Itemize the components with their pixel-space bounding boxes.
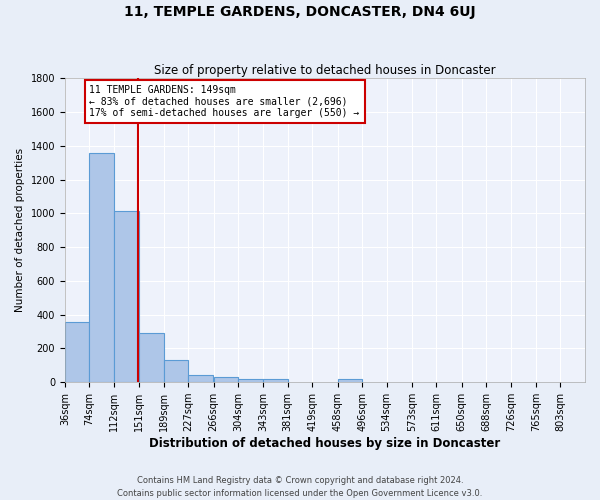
Bar	[238, 378, 263, 382]
Text: 11 TEMPLE GARDENS: 149sqm
← 83% of detached houses are smaller (2,696)
17% of se: 11 TEMPLE GARDENS: 149sqm ← 83% of detac…	[89, 85, 360, 118]
Bar	[188, 376, 213, 382]
Text: Contains HM Land Registry data © Crown copyright and database right 2024.
Contai: Contains HM Land Registry data © Crown c…	[118, 476, 482, 498]
Bar	[263, 379, 288, 382]
Bar	[139, 334, 164, 382]
Bar	[114, 212, 139, 382]
Title: Size of property relative to detached houses in Doncaster: Size of property relative to detached ho…	[154, 64, 496, 77]
X-axis label: Distribution of detached houses by size in Doncaster: Distribution of detached houses by size …	[149, 437, 500, 450]
Text: 11, TEMPLE GARDENS, DONCASTER, DN4 6UJ: 11, TEMPLE GARDENS, DONCASTER, DN4 6UJ	[124, 5, 476, 19]
Bar	[214, 377, 238, 382]
Bar	[89, 153, 114, 382]
Bar	[164, 360, 188, 382]
Bar	[65, 322, 89, 382]
Bar	[338, 379, 362, 382]
Y-axis label: Number of detached properties: Number of detached properties	[15, 148, 25, 312]
